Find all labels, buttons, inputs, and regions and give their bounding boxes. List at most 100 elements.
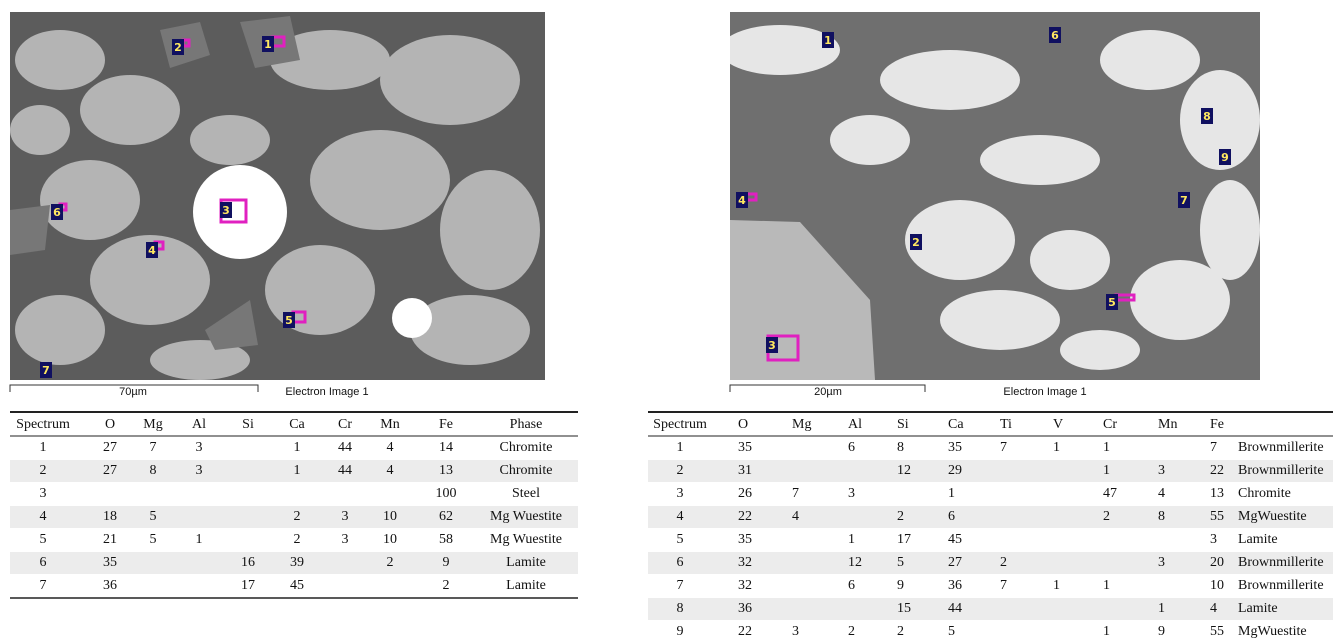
table-cell: 5 xyxy=(897,555,904,570)
table-cell: Brownmillerite xyxy=(1238,578,1324,593)
table-cell: 7 xyxy=(792,486,799,501)
table-cell: Chromite xyxy=(500,440,553,455)
table-cell: 2 xyxy=(387,555,394,570)
table-cell: 9 xyxy=(443,555,450,570)
table-cell: Brownmillerite xyxy=(1238,440,1324,455)
table-cell: 2 xyxy=(443,578,450,593)
table-cell: 3 xyxy=(677,486,684,501)
table-cell: 6 xyxy=(40,555,47,570)
table-cell: 21 xyxy=(103,532,117,547)
table-cell: 45 xyxy=(948,532,962,547)
table-cell: 58 xyxy=(439,532,453,547)
table-cell: 1 xyxy=(948,486,955,501)
table-cell: 2 xyxy=(294,532,301,547)
table-cell: 3 xyxy=(40,486,47,501)
table-cell: 4 xyxy=(387,463,394,478)
table-cell: 3 xyxy=(1158,555,1165,570)
table-cell: Lamite xyxy=(506,578,546,593)
table-cell: 7 xyxy=(1210,440,1217,455)
table-cell: 4 xyxy=(677,509,684,524)
table-cell: 13 xyxy=(439,463,453,478)
table-cell: 1 xyxy=(1053,578,1060,593)
table-cell: 35 xyxy=(738,440,752,455)
table-cell: 10 xyxy=(383,532,397,547)
table-cell: Mg Wuestite xyxy=(490,532,562,547)
column-header: Fe xyxy=(439,417,453,432)
column-header: O xyxy=(738,417,748,432)
table-cell: 12 xyxy=(848,555,862,570)
spectrum-label: 8 xyxy=(1203,110,1211,123)
table-cell: 4 xyxy=(40,509,47,524)
table-cell: Brownmillerite xyxy=(1238,463,1324,478)
table-cell: 1 xyxy=(1158,601,1165,616)
table-cell: 2 xyxy=(897,624,904,639)
spectrum-label: 7 xyxy=(42,364,50,377)
table-cell: 1 xyxy=(1103,440,1110,455)
table-cell: 36 xyxy=(738,601,752,616)
table-cell: 1 xyxy=(1103,463,1110,478)
table-cell: 5 xyxy=(150,509,157,524)
table-cell: MgWuestite xyxy=(1238,509,1307,524)
spectrum-label: 7 xyxy=(1180,194,1188,207)
column-header: Si xyxy=(897,417,909,432)
figure: 123456770µmElectron Image 1SpectrumOMgAl… xyxy=(0,0,1333,640)
table-cell: 8 xyxy=(897,440,904,455)
column-header: Mn xyxy=(380,417,399,432)
table-cell: 47 xyxy=(1103,486,1117,501)
table-cell: Mg Wuestite xyxy=(490,509,562,524)
column-header: Cr xyxy=(1103,417,1117,432)
scale-label: 70µm xyxy=(119,386,147,398)
table-cell: 2 xyxy=(40,463,47,478)
table-cell: 3 xyxy=(1210,532,1217,547)
table-cell: 15 xyxy=(897,601,911,616)
table-cell: 9 xyxy=(897,578,904,593)
column-header: Fe xyxy=(1210,417,1224,432)
table-cell: 7 xyxy=(677,578,684,593)
column-header: Mn xyxy=(1158,417,1177,432)
table-cell: Steel xyxy=(512,486,540,501)
column-header: Ca xyxy=(289,417,305,432)
table-cell: 100 xyxy=(436,486,457,501)
table-cell: 32 xyxy=(738,578,752,593)
table-cell: 36 xyxy=(948,578,962,593)
table-cell: 2 xyxy=(1000,555,1007,570)
table-cell: 32 xyxy=(738,555,752,570)
table-cell: 10 xyxy=(1210,578,1224,593)
table-cell: 1 xyxy=(40,440,47,455)
table-cell: 22 xyxy=(1210,463,1224,478)
table-cell: 36 xyxy=(103,578,117,593)
spectrum-label: 6 xyxy=(53,206,61,219)
column-header: Spectrum xyxy=(16,417,70,432)
column-header: O xyxy=(105,417,115,432)
column-header: Ti xyxy=(1000,417,1012,432)
table-cell: 16 xyxy=(241,555,255,570)
spectrum-label: 5 xyxy=(1108,296,1116,309)
table-cell: 4 xyxy=(792,509,799,524)
table-cell: 3 xyxy=(1158,463,1165,478)
scale-bars xyxy=(10,385,925,392)
table-cell: 4 xyxy=(387,440,394,455)
table-cell: 6 xyxy=(677,555,684,570)
table-cell: 55 xyxy=(1210,509,1224,524)
table-cell: 22 xyxy=(738,624,752,639)
column-header: Ca xyxy=(948,417,964,432)
table-cell: 9 xyxy=(1158,624,1165,639)
table-cell: 27 xyxy=(948,555,962,570)
table-cell: 7 xyxy=(1000,578,1007,593)
table-cell: 45 xyxy=(290,578,304,593)
spectrum-label: 1 xyxy=(824,34,832,47)
table-cell: 8 xyxy=(1158,509,1165,524)
column-header: Al xyxy=(848,417,862,432)
table-cell: 2 xyxy=(897,509,904,524)
table-cell: 35 xyxy=(948,440,962,455)
table-cell: 6 xyxy=(848,578,855,593)
table-cell: 39 xyxy=(290,555,304,570)
table-cell: 1 xyxy=(294,440,301,455)
column-header: Mg xyxy=(792,417,811,432)
spectrum-label: 4 xyxy=(148,244,156,257)
column-header: Spectrum xyxy=(653,417,707,432)
table-cell: 1 xyxy=(1053,440,1060,455)
table-cell: 1 xyxy=(677,440,684,455)
table-cell: 6 xyxy=(948,509,955,524)
table-cell: 10 xyxy=(383,509,397,524)
